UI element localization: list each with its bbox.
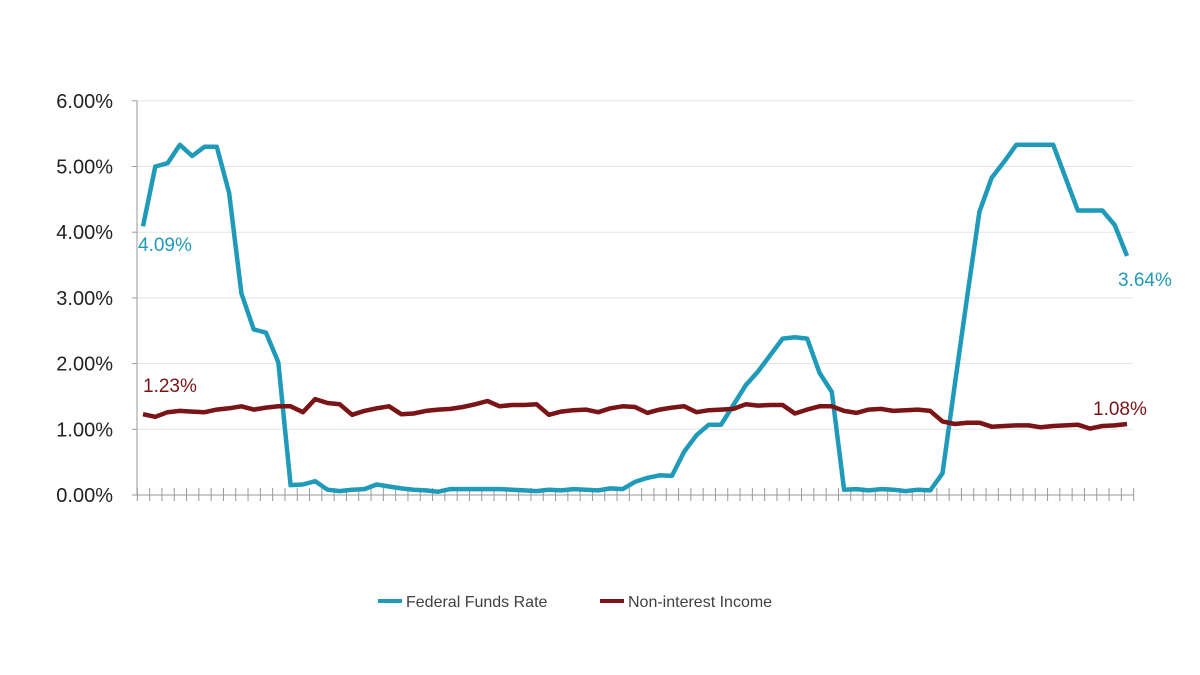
y-tick-label: 0.00% (56, 485, 113, 507)
y-tick-label: 5.00% (56, 157, 113, 179)
legend: Federal Funds Rate Non-interest Income (378, 594, 772, 611)
nii-start-label: 1.23% (143, 376, 197, 397)
legend-label-nii: Non-interest Income (628, 594, 772, 611)
federal-funds-rate-line (140, 142, 1130, 494)
ffr-end-label: 3.64% (1118, 270, 1172, 291)
y-tick-label: 4.00% (56, 222, 113, 244)
y-tick-label: 6.00% (56, 91, 113, 113)
nii-end-label: 1.08% (1093, 399, 1147, 420)
y-tick-label: 3.00% (56, 288, 113, 310)
y-tick-label: 2.00% (56, 354, 113, 376)
legend-label-ffr: Federal Funds Rate (406, 594, 548, 611)
ffr-start-label: 4.09% (138, 235, 192, 256)
y-tick-label: 1.00% (56, 419, 113, 441)
non-interest-income-line (142, 396, 1128, 431)
